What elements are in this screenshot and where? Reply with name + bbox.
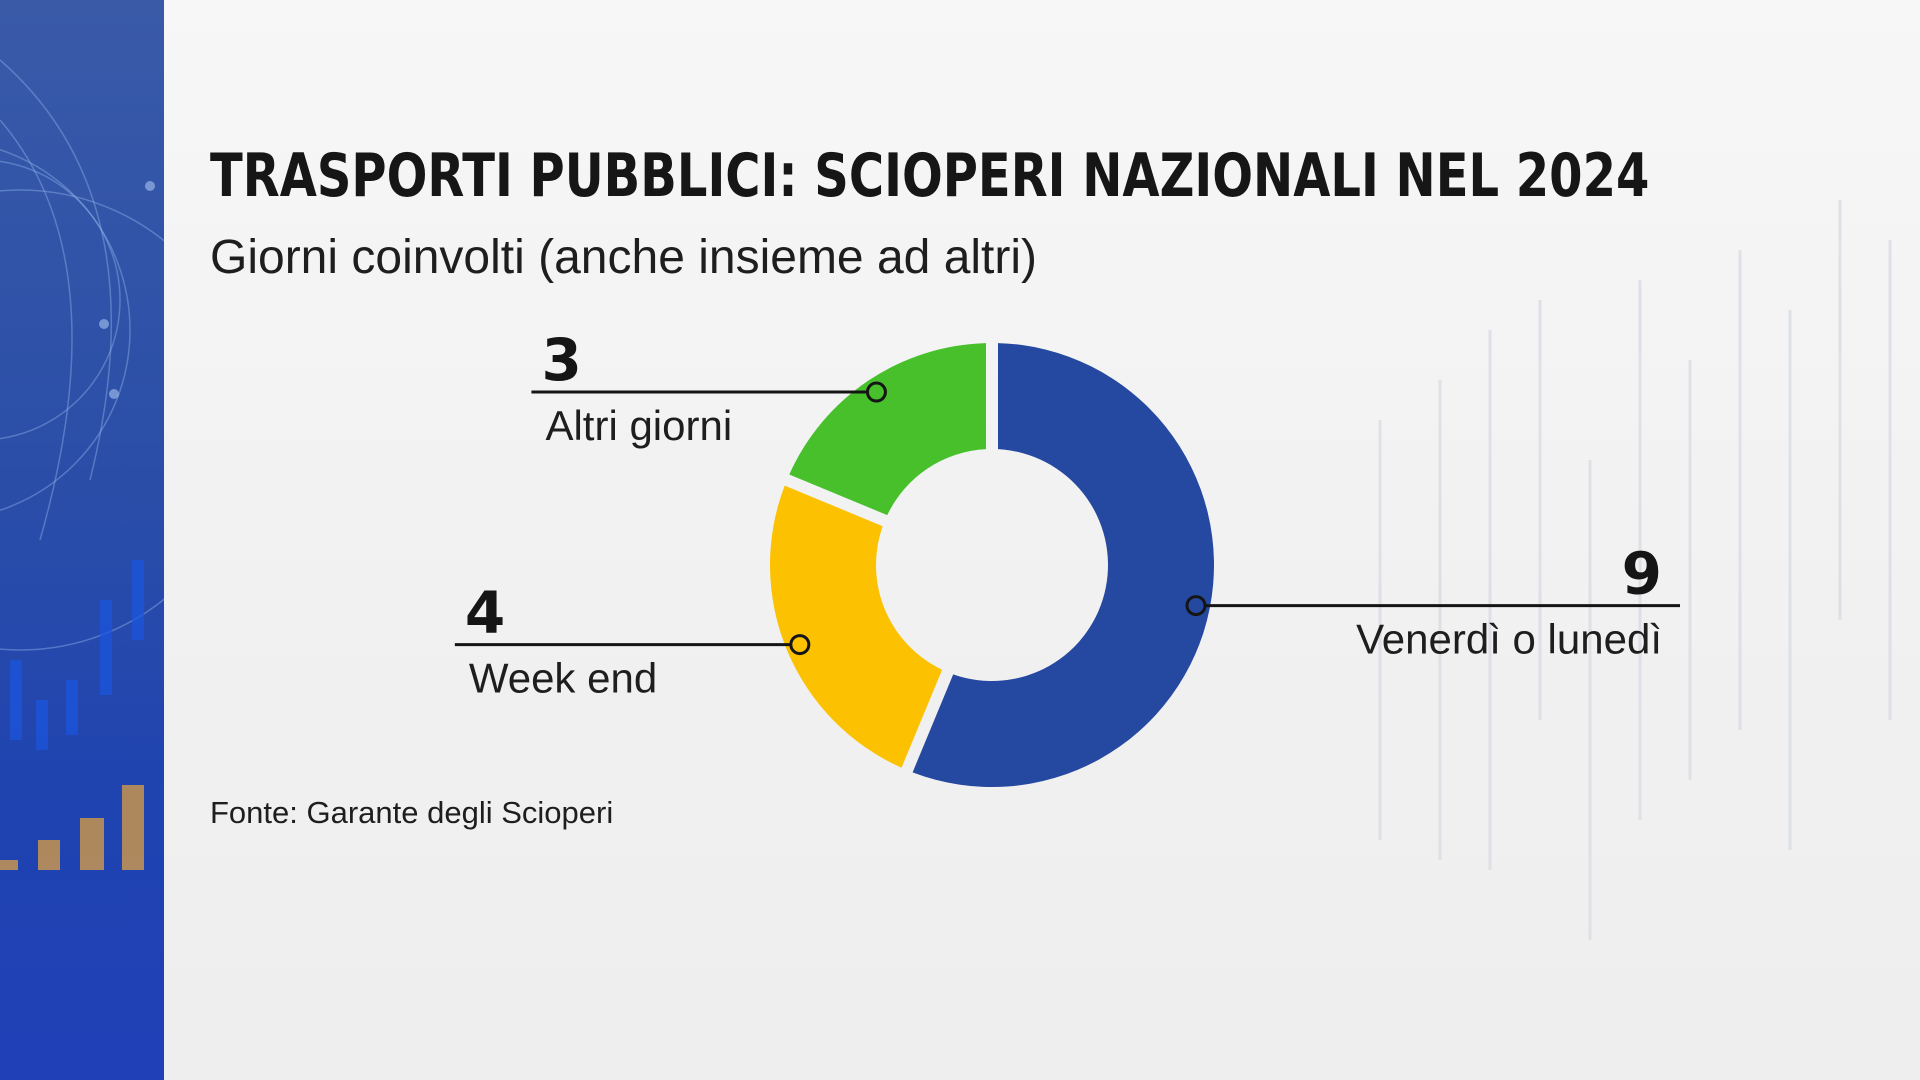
left-decorative-band xyxy=(0,0,164,1080)
slice-week-end xyxy=(770,485,943,768)
slice-venerdi-o-lunedi xyxy=(912,343,1215,787)
category-label-week-end: Week end xyxy=(469,655,657,702)
callout-dot-week-end xyxy=(789,634,811,656)
callout-dot-venerdi-o-lunedi xyxy=(1185,595,1207,617)
value-label-week-end: 4 xyxy=(465,579,505,647)
category-label-venerdi-o-lunedi: Venerdì o lunedì xyxy=(1356,616,1662,663)
donut-callouts: 9 Venerdì o lunedì 4 Week end 3 Altri giorni xyxy=(454,326,1680,702)
category-label-altri-giorni: Altri giorni xyxy=(545,402,732,449)
value-label-venerdi-o-lunedi: 9 xyxy=(1622,540,1662,608)
donut-slices xyxy=(770,343,1215,787)
background-decoration xyxy=(1378,200,1892,940)
left-band-decoration xyxy=(0,59,164,870)
chart-title: TRASPORTI PUBBLICI: SCIOPERI NAZIONALI N… xyxy=(210,141,1650,211)
callout-dot-altri-giorni xyxy=(865,381,887,403)
chart-subtitle: Giorni coinvolti (anche insieme ad altri… xyxy=(210,231,1038,284)
value-label-altri-giorni: 3 xyxy=(541,326,581,394)
slice-altri-giorni xyxy=(789,343,987,516)
source-note: Fonte: Garante degli Scioperi xyxy=(210,795,614,830)
